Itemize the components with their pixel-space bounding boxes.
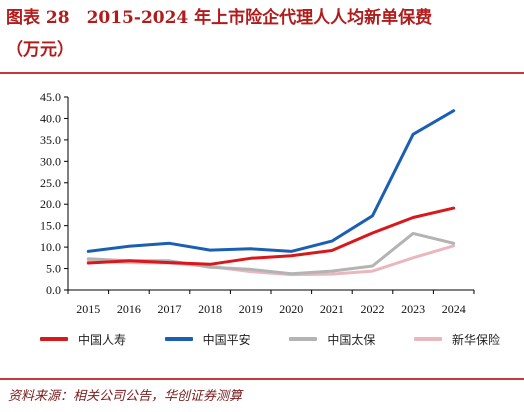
- x-tick-label: 2017: [158, 302, 182, 316]
- figure-title-line2: （万元）: [6, 40, 74, 60]
- y-tick-label: 5.0: [46, 262, 61, 276]
- title-divider: [0, 72, 524, 74]
- y-tick-label: 15.0: [40, 219, 61, 233]
- series-line-1: [86, 206, 456, 266]
- x-tick-label: 2021: [320, 302, 344, 316]
- source-note: 资料来源：相关公司公告，华创证券测算: [8, 389, 243, 404]
- y-tick-label: 20.0: [40, 197, 61, 211]
- legend-item: 中国太保: [289, 331, 375, 348]
- y-tick-label: 10.0: [40, 240, 61, 254]
- x-tick-label: 2020: [279, 302, 303, 316]
- y-tick-label: 25.0: [40, 176, 61, 190]
- legend-swatch: [413, 337, 442, 341]
- line-chart: 0.0 5.0 10.0 15.0 20.0 25.0 30.0 35.0 40.0 45.0 20…: [40, 90, 475, 316]
- x-tick-label: 2015: [76, 302, 100, 316]
- y-tick-label: 40.0: [40, 111, 61, 125]
- legend-label: 新华保险: [451, 332, 500, 347]
- figure-title-line1: 图表 28 2015-2024 年上市险企代理人人均新单保费: [6, 8, 433, 28]
- y-tick-label: 0.0: [46, 283, 61, 297]
- legend-label: 中国太保: [327, 332, 376, 347]
- legend-swatch: [164, 337, 193, 341]
- source-divider: [0, 378, 524, 380]
- legend-item: 新华保险: [413, 331, 500, 348]
- x-tick-label: 2024: [442, 302, 466, 316]
- chart-legend: 中国人寿 中国平安 中国太保 新华保险: [40, 330, 500, 348]
- legend-item: 中国人寿: [40, 331, 126, 348]
- x-tick-label: 2023: [401, 302, 425, 316]
- y-tick-label: 45.0: [40, 90, 61, 104]
- y-tick-label: 35.0: [40, 133, 61, 147]
- x-tick-label: 2018: [198, 302, 222, 316]
- legend-swatch: [289, 337, 318, 341]
- series-line-3: [86, 231, 456, 276]
- y-tick-label: 30.0: [40, 154, 61, 168]
- legend-label: 中国平安: [202, 332, 251, 347]
- legend-label: 中国人寿: [78, 332, 127, 347]
- figure-title: 图表 28 2015-2024 年上市险企代理人人均新单保费 （万元）: [6, 2, 518, 66]
- x-tick-label: 2019: [239, 302, 263, 316]
- legend-item: 中国平安: [164, 331, 251, 348]
- series-line-2: [86, 109, 456, 253]
- x-tick-label: 2016: [117, 302, 141, 316]
- x-tick-label: 2022: [361, 302, 385, 316]
- legend-swatch: [40, 337, 68, 341]
